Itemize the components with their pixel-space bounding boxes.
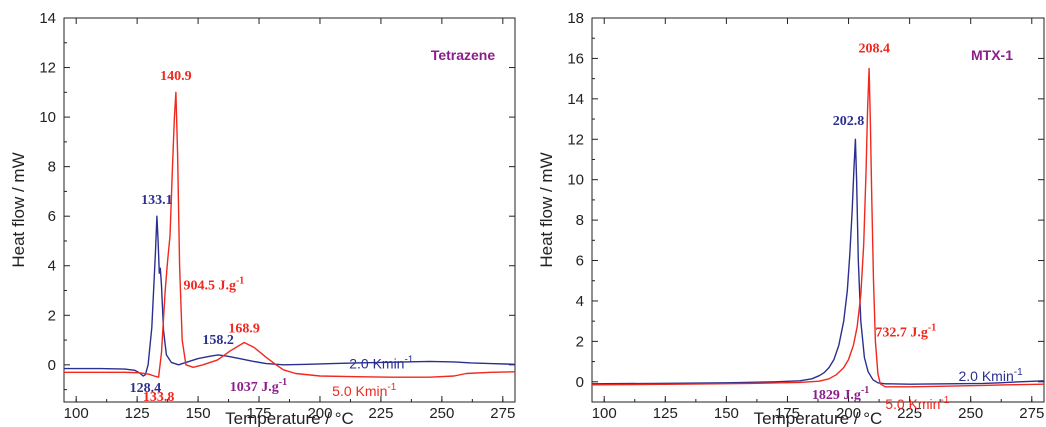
x-tick-label: 150	[186, 405, 211, 422]
plot-frame	[63, 17, 516, 403]
x-axis-label: Temperature / °C	[225, 409, 354, 427]
x-tick-label: 175	[775, 405, 800, 422]
y-tick-label: 10	[567, 172, 584, 189]
peak-label: 133.8	[143, 390, 175, 405]
chart-title: MTX-1	[971, 47, 1013, 63]
x-tick-label: 225	[897, 405, 922, 422]
enthalpy-label: 1829 J.g-1	[812, 385, 869, 403]
series-line-red	[591, 67, 1045, 388]
x-tick-label: 275	[1019, 405, 1044, 422]
x-axis-label: Temperature / °C	[754, 409, 883, 427]
y-tick-label: 0	[576, 374, 584, 391]
y-tick-label: 10	[39, 109, 56, 126]
x-tick-label: 200	[307, 405, 332, 422]
heating-rate-label: 2.0 Kmin-1	[958, 367, 1023, 384]
y-tick-label: 12	[567, 131, 584, 148]
y-tick-label: 12	[39, 60, 56, 77]
x-tick-label: 125	[125, 405, 150, 422]
y-tick-label: 6	[576, 253, 584, 270]
y-tick-label: 18	[567, 10, 584, 27]
enthalpy-label: 1037 J.g-1	[230, 377, 287, 395]
y-tick-label: 4	[576, 293, 584, 310]
x-tick-label: 250	[429, 405, 454, 422]
x-tick-label: 100	[592, 405, 617, 422]
x-tick-label: 250	[958, 405, 983, 422]
chart-panel-1: 100 125 150 175 200 225 250 275 0 2 4 6 8 10 12 14 Tempe…	[9, 10, 516, 427]
series-line-blue	[64, 215, 516, 377]
chart-panel-2: 100 125 150 175 200 225 250 275 0 2 4 6 8 10 12 14 16 18 T…	[537, 10, 1045, 427]
y-tick-label: 2	[48, 307, 56, 324]
x-tick-label: 150	[714, 405, 739, 422]
enthalpy-label: 732.7 J.g-1	[875, 322, 936, 340]
peak-label: 202.8	[833, 114, 865, 129]
heating-rate-label: 5.0 Kmin-1	[885, 395, 950, 412]
y-axis-label: Heat flow / mW	[9, 152, 28, 267]
y-tick-label: 14	[39, 10, 56, 27]
peak-label: 158.2	[202, 333, 234, 348]
y-tick-label: 16	[567, 50, 584, 67]
y-tick-label: 4	[48, 258, 56, 275]
chart-title: Tetrazene	[431, 47, 496, 63]
heating-rate-label: 2.0 Kmin-1	[349, 355, 414, 372]
peak-label: 168.9	[228, 322, 260, 337]
y-tick-label: 14	[567, 91, 584, 108]
x-tick-label: 125	[653, 405, 678, 422]
series-line-blue	[591, 138, 1045, 385]
peak-label: 128.4	[130, 381, 162, 396]
y-tick-label: 0	[48, 357, 56, 374]
plot-frame	[591, 17, 1045, 403]
peak-label: 133.1	[141, 193, 173, 208]
y-tick-label: 6	[48, 208, 56, 225]
enthalpy-label: 904.5 J.g-1	[183, 275, 244, 293]
x-tick-label: 100	[64, 405, 89, 422]
series-line-red	[64, 91, 516, 378]
x-tick-label: 275	[490, 405, 515, 422]
heating-rate-label: 5.0 Kmin-1	[332, 382, 397, 399]
x-tick-label: 225	[368, 405, 393, 422]
x-tick-label: 175	[247, 405, 272, 422]
y-tick-label: 8	[48, 159, 56, 176]
x-tick-label: 200	[836, 405, 861, 422]
y-tick-label: 8	[576, 212, 584, 229]
peak-label: 140.9	[160, 69, 192, 84]
peak-label: 208.4	[858, 41, 890, 56]
y-axis-label: Heat flow / mW	[537, 152, 556, 267]
y-tick-label: 2	[576, 333, 584, 350]
